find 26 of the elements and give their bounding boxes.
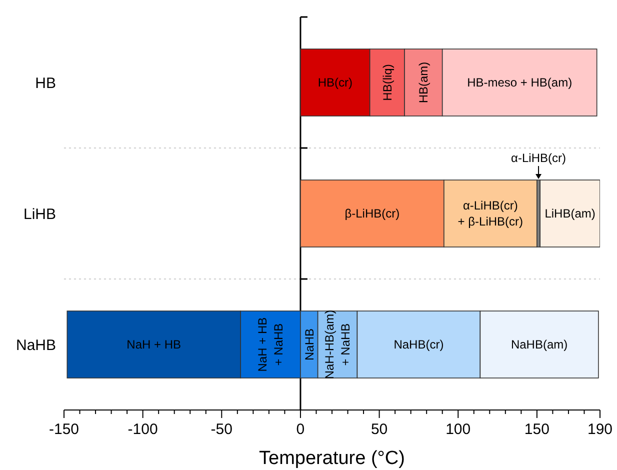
x-tick-label: 0: [296, 421, 305, 438]
y-tick-label: HB: [35, 74, 56, 92]
series-label: NaH + HB: [126, 338, 182, 352]
y-tick-label: LiHB: [23, 206, 56, 223]
x-tick-label: -50: [210, 421, 232, 438]
series-label: LiHB(am): [544, 206, 596, 221]
series-label: β-LiHB(cr): [344, 206, 400, 221]
x-tick-label: 150: [524, 421, 550, 438]
series-label: HB(liq): [380, 64, 394, 101]
x-tick-label: 100: [446, 421, 471, 438]
series-label: α-LiHB(cr) + β-LiHB(cr): [458, 198, 524, 229]
series-label: NaH-HB(am) + NaHB: [322, 310, 353, 380]
x-tick-label: 190: [587, 421, 613, 438]
series-label: NaHB(cr): [394, 338, 444, 352]
x-tick-label: -150: [48, 421, 80, 438]
y-tick-label: NaHB: [16, 336, 56, 354]
series-label: NaHB(am): [510, 338, 568, 352]
series-label: HB(cr): [318, 76, 352, 90]
series-label: NaHB: [302, 328, 316, 361]
series-label: HB(am): [416, 62, 431, 104]
x-tick-label: -100: [128, 421, 158, 438]
series-label: NaH + HB + NaHB: [256, 317, 286, 372]
x-tick-label: 50: [370, 421, 388, 438]
x-axis-title: Temperature (°C): [259, 448, 405, 469]
series-label: α-LiHB(cr): [511, 151, 566, 165]
series-label: HB-meso + HB(am): [467, 76, 572, 90]
